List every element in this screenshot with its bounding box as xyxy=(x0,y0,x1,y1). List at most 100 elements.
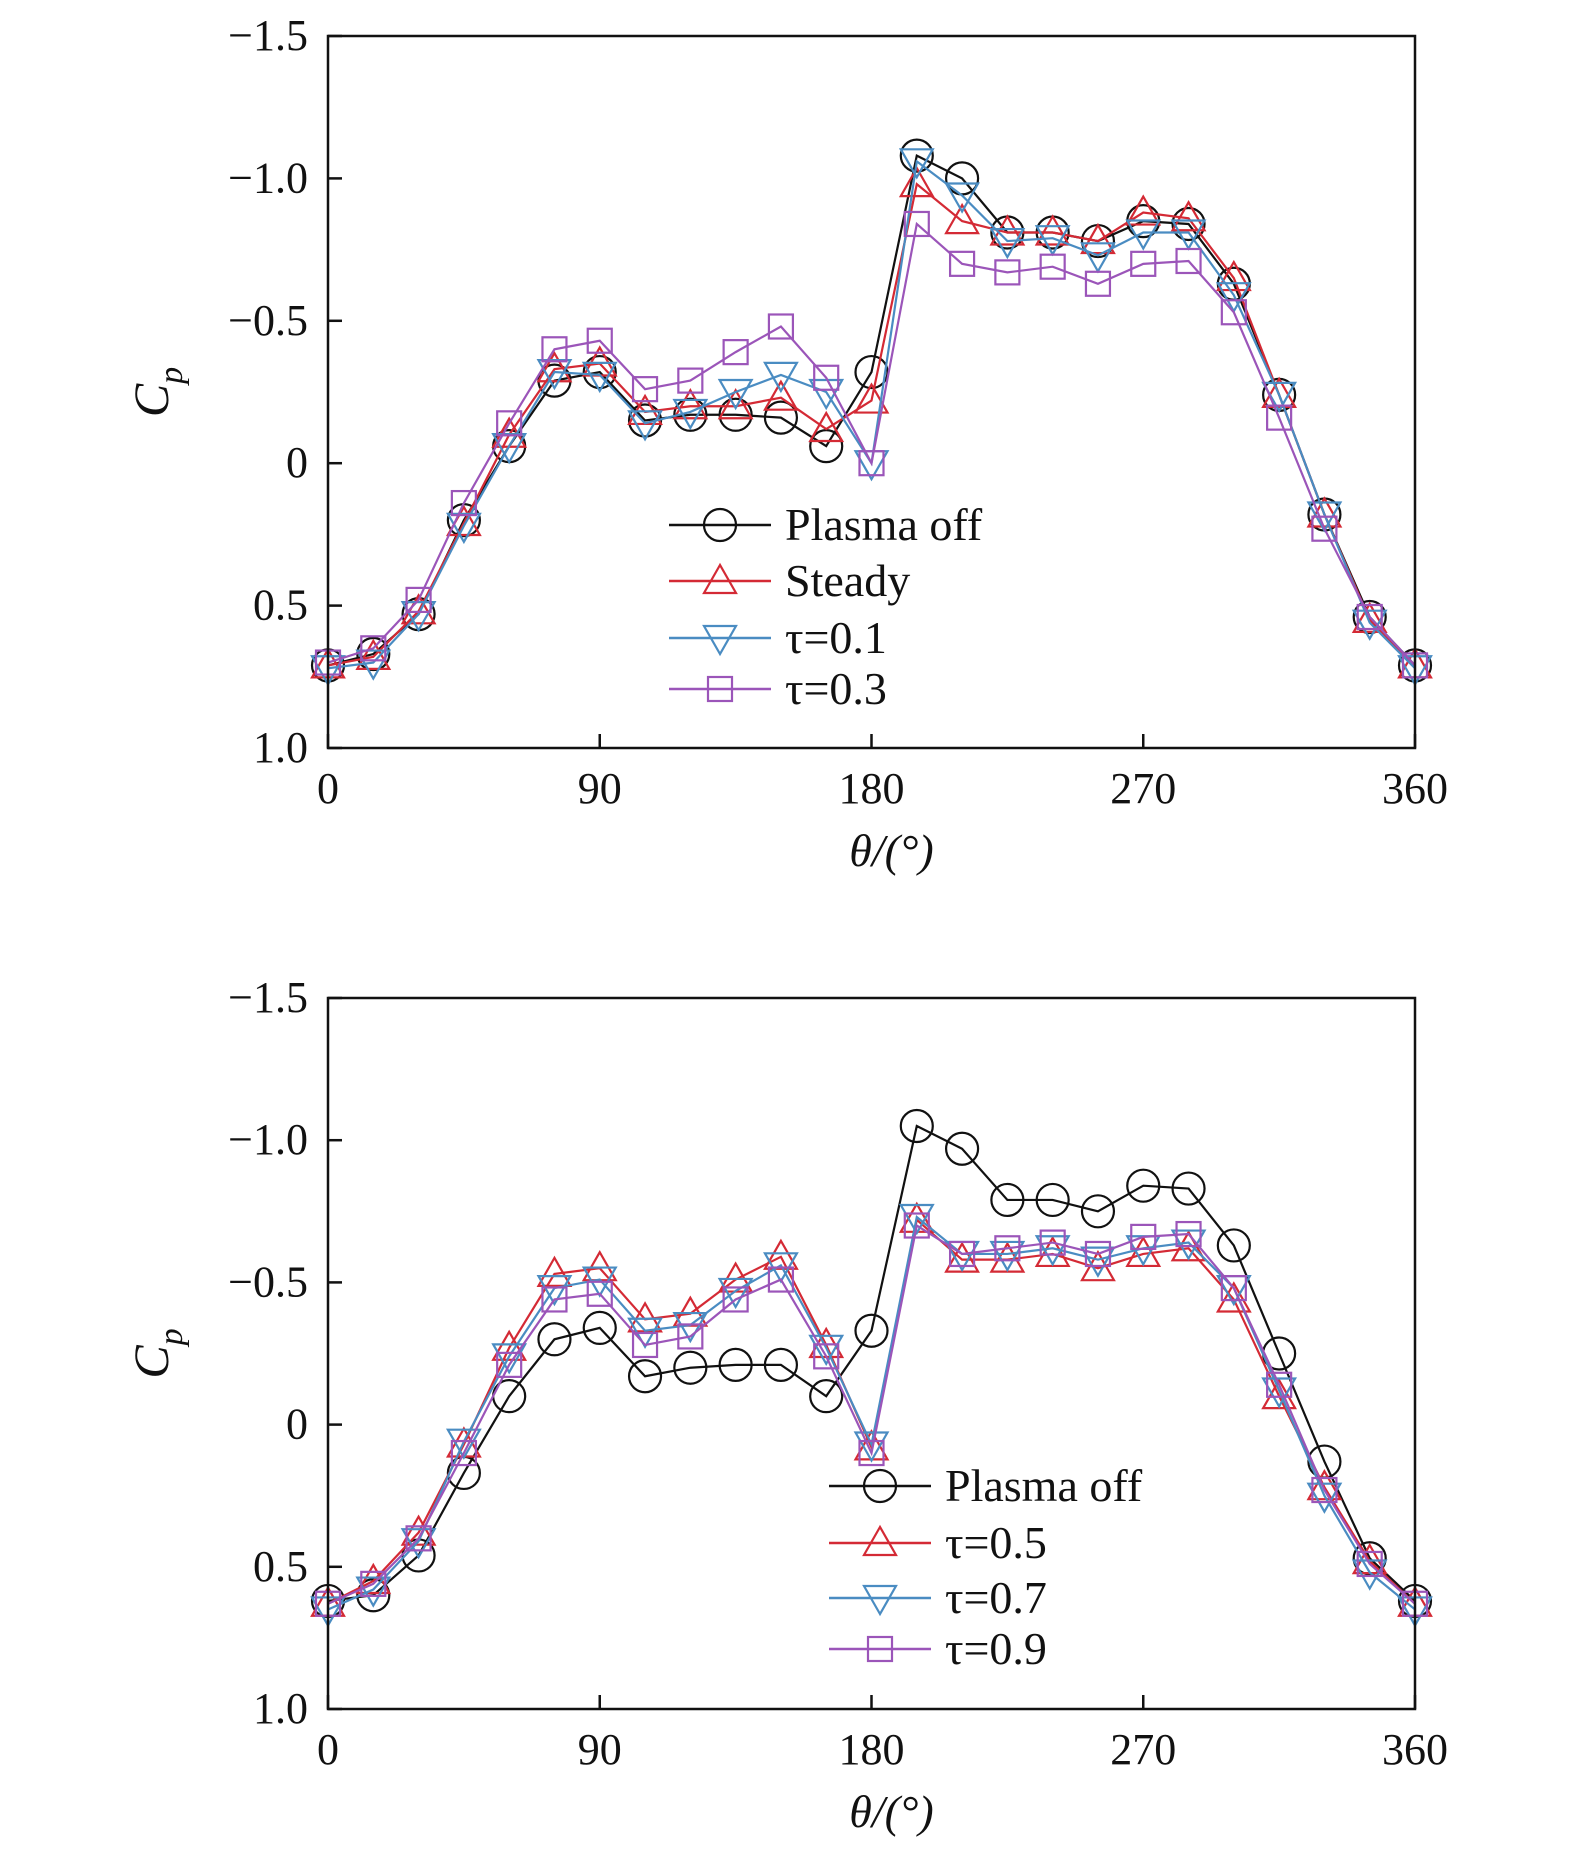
data-point xyxy=(673,1350,708,1385)
data-point xyxy=(360,1570,387,1597)
y-tick-label: −1.0 xyxy=(228,153,308,202)
legend-marker xyxy=(702,562,738,595)
legend-entry: τ=0.3 xyxy=(669,663,887,714)
legend-entry: Steady xyxy=(669,555,910,606)
data-point xyxy=(1306,1482,1343,1514)
data-point xyxy=(989,1240,1026,1273)
legend-entry: τ=0.9 xyxy=(829,1623,1047,1674)
y-tick-label: −1.0 xyxy=(228,1115,308,1164)
series-4 xyxy=(314,1212,1429,1617)
x-tick-label: 360 xyxy=(1382,764,1448,813)
data-point xyxy=(898,1203,935,1236)
data-point xyxy=(1261,1377,1298,1409)
y-tick-label: 0 xyxy=(286,1400,308,1449)
series-line xyxy=(327,1214,1416,1611)
data-point xyxy=(1084,270,1112,297)
data-point xyxy=(763,1238,799,1270)
legend-label: τ=0.3 xyxy=(785,663,887,714)
data-point xyxy=(899,138,934,173)
data-point xyxy=(948,1240,976,1268)
data-point xyxy=(677,367,704,394)
data-point xyxy=(903,210,930,238)
data-point xyxy=(1039,253,1066,280)
data-point xyxy=(989,227,1026,260)
y-tick-label: −1.5 xyxy=(228,11,308,60)
data-point xyxy=(717,1277,754,1310)
data-point xyxy=(1126,1168,1161,1203)
data-point xyxy=(1039,1229,1066,1256)
legend-marker xyxy=(702,624,738,657)
data-point xyxy=(898,165,935,198)
data-point xyxy=(854,1313,889,1348)
y-tick-label: −0.5 xyxy=(228,1257,308,1306)
data-point xyxy=(537,1322,572,1357)
x-tick-label: 90 xyxy=(578,1725,622,1774)
data-point xyxy=(948,250,976,277)
data-point xyxy=(1080,1194,1116,1229)
legend-label: Plasma off xyxy=(785,499,983,550)
data-point xyxy=(858,450,885,477)
data-point xyxy=(808,410,845,443)
data-point xyxy=(854,354,889,390)
data-point xyxy=(1170,200,1207,232)
data-point xyxy=(763,361,799,394)
data-point xyxy=(627,410,663,442)
y-tick-label: −1.5 xyxy=(228,973,308,1022)
x-tick-label: 270 xyxy=(1110,1725,1176,1774)
data-point xyxy=(582,1310,617,1346)
data-point xyxy=(673,397,708,432)
data-point xyxy=(1034,1235,1071,1267)
legend-marker xyxy=(706,675,734,703)
data-point xyxy=(1080,222,1116,255)
data-point xyxy=(541,336,568,363)
data-point xyxy=(1266,1371,1293,1398)
data-point xyxy=(1356,1550,1383,1578)
data-point xyxy=(677,1323,704,1350)
x-tick-label: 0 xyxy=(317,764,339,813)
legend: Plasma off τ=0.5τ=0.7τ=0.9 xyxy=(829,1460,1143,1674)
data-point xyxy=(360,635,387,662)
data-point xyxy=(450,1439,477,1467)
data-point xyxy=(1311,1476,1338,1504)
data-point xyxy=(1220,299,1247,326)
data-point xyxy=(767,1266,795,1293)
data-point xyxy=(355,1562,392,1595)
series-line xyxy=(327,1124,1416,1603)
data-point xyxy=(809,1379,844,1414)
data-point xyxy=(1034,214,1071,246)
data-point xyxy=(853,1431,890,1463)
data-point xyxy=(672,1311,709,1344)
chart-2: 0 90 180 270 360 −1.5 −1.0 −0.5 0 0.5 1.0 θ/(°) Cp Pl… xyxy=(123,973,1448,1837)
data-point xyxy=(586,327,613,354)
data-point xyxy=(405,1525,432,1552)
data-point xyxy=(582,354,617,390)
legend-label: τ=0.7 xyxy=(945,1572,1047,1623)
data-point xyxy=(994,1235,1021,1262)
data-point xyxy=(356,1578,391,1613)
data-point xyxy=(586,1280,613,1307)
legend-label: τ=0.5 xyxy=(945,1517,1047,1568)
y-tick-label: 0.5 xyxy=(253,581,308,630)
data-point xyxy=(1130,1223,1157,1250)
y-axis-label-sub: p xyxy=(153,367,190,386)
x-axis-label: θ/(°) xyxy=(849,825,933,876)
data-point xyxy=(944,1131,980,1166)
data-point xyxy=(1352,599,1387,635)
series-line xyxy=(327,1217,1416,1605)
data-point xyxy=(1130,250,1157,277)
legend-entry: τ=0.7 xyxy=(829,1572,1047,1623)
data-point xyxy=(1080,242,1116,274)
series-line xyxy=(327,221,1416,667)
data-point xyxy=(445,512,482,545)
data-point xyxy=(763,400,799,435)
data-point xyxy=(1215,1281,1252,1313)
data-point xyxy=(990,1182,1025,1218)
data-point xyxy=(536,358,573,391)
data-point xyxy=(1035,1182,1070,1218)
x-tick-label: 90 xyxy=(578,764,622,813)
data-point xyxy=(445,1428,482,1460)
x-tick-label: 180 xyxy=(839,764,905,813)
data-point xyxy=(808,1334,845,1367)
data-point xyxy=(536,350,573,383)
